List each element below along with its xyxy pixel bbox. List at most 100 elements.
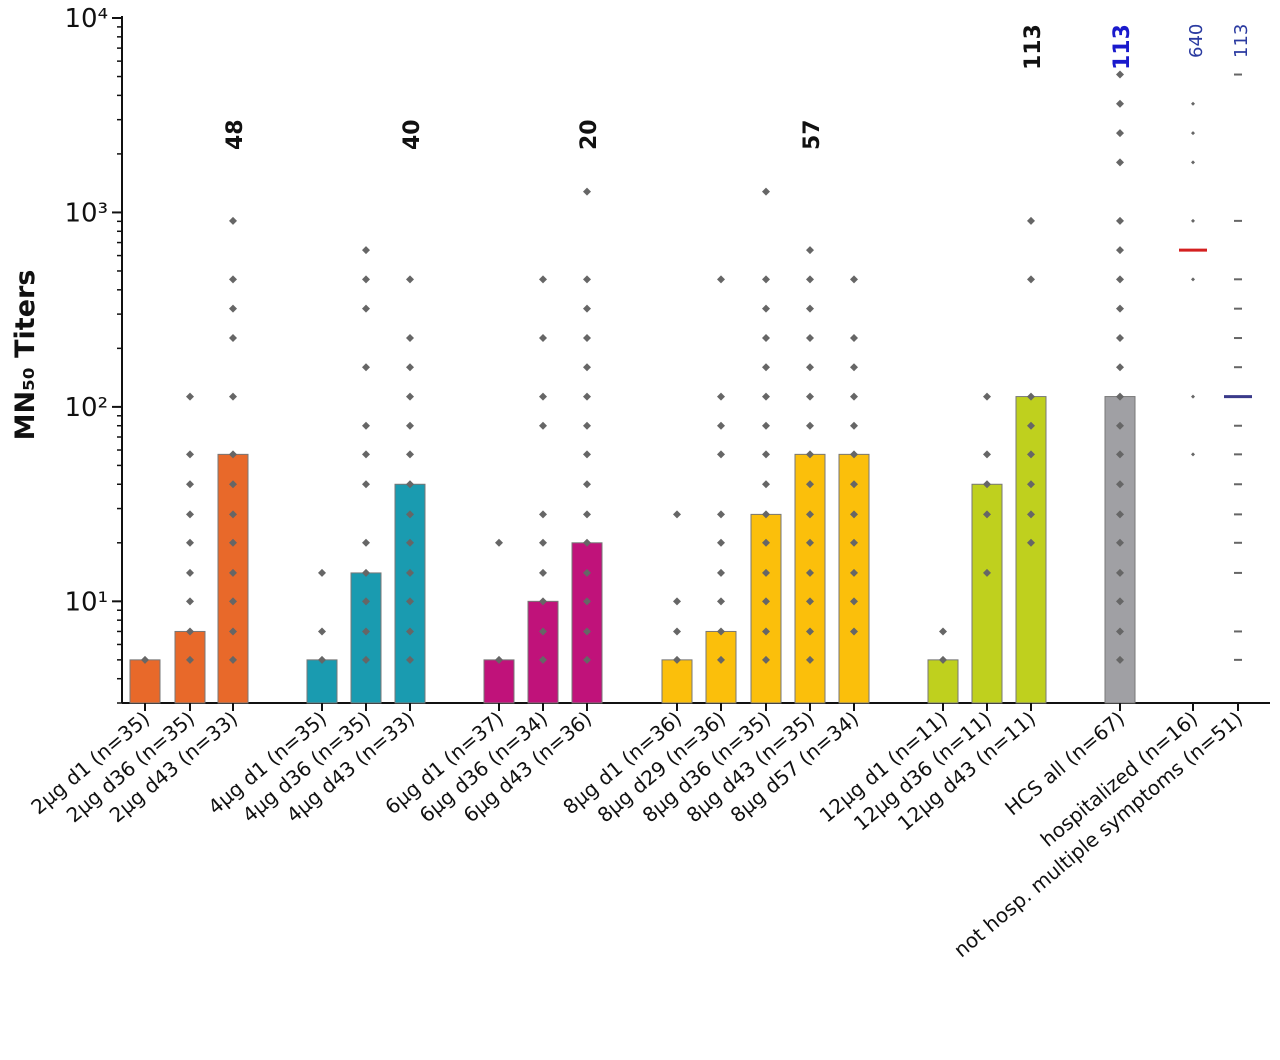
data-point	[229, 510, 237, 519]
data-point	[717, 275, 725, 284]
data-point	[362, 538, 370, 547]
data-point	[762, 627, 770, 636]
annotation: 48	[223, 119, 248, 150]
data-point	[406, 597, 414, 606]
data-point	[229, 275, 237, 284]
data-point	[806, 246, 814, 255]
y-tick-label: 10³	[64, 198, 108, 228]
data-point	[1027, 538, 1035, 547]
data-point	[539, 421, 547, 430]
data-point	[186, 538, 194, 547]
data-point	[362, 568, 370, 577]
data-point	[539, 597, 547, 606]
data-point	[1191, 218, 1195, 223]
data-point	[983, 392, 991, 401]
data-point	[362, 597, 370, 606]
data-point	[806, 510, 814, 519]
data-point	[673, 627, 681, 636]
data-point	[495, 538, 503, 547]
data-point	[229, 216, 237, 225]
data-point	[406, 655, 414, 664]
data-point	[583, 421, 591, 430]
data-point	[583, 538, 591, 547]
data-point	[673, 510, 681, 519]
data-point	[850, 597, 858, 606]
data-point	[583, 627, 591, 636]
data-point	[406, 363, 414, 372]
data-point	[717, 538, 725, 547]
data-point	[539, 392, 547, 401]
data-point	[583, 334, 591, 343]
data-point	[406, 510, 414, 519]
data-point	[229, 334, 237, 343]
data-point	[717, 655, 725, 664]
data-point	[362, 655, 370, 664]
y-tick-label: 10⁴	[64, 4, 108, 34]
data-point	[1116, 627, 1124, 636]
data-point	[762, 421, 770, 430]
data-point	[1027, 216, 1035, 225]
data-point	[717, 568, 725, 577]
data-point	[186, 480, 194, 489]
data-point	[717, 597, 725, 606]
data-point	[806, 304, 814, 313]
data-point	[762, 450, 770, 459]
data-point	[406, 275, 414, 284]
bar	[971, 483, 1003, 704]
data-point	[1116, 480, 1124, 489]
data-point	[717, 510, 725, 519]
data-point	[850, 450, 858, 459]
data-point	[406, 421, 414, 430]
data-point	[850, 568, 858, 577]
data-point	[1191, 101, 1195, 106]
data-point	[539, 568, 547, 577]
data-point	[583, 363, 591, 372]
data-point	[806, 421, 814, 430]
data-point	[583, 450, 591, 459]
annotation: 20	[577, 119, 602, 150]
data-point	[186, 450, 194, 459]
data-point	[1116, 538, 1124, 547]
data-point	[362, 304, 370, 313]
data-point	[762, 334, 770, 343]
bar	[794, 453, 826, 704]
annotation: 40	[400, 119, 425, 150]
data-point	[1027, 480, 1035, 489]
data-point	[1191, 277, 1195, 282]
data-point	[762, 304, 770, 313]
data-point	[583, 655, 591, 664]
data-point	[762, 187, 770, 196]
data-point	[1027, 392, 1035, 401]
data-point	[717, 421, 725, 430]
data-point	[1116, 363, 1124, 372]
data-point	[362, 246, 370, 255]
data-point	[1116, 129, 1124, 138]
data-point	[362, 450, 370, 459]
data-point	[939, 627, 947, 636]
data-point	[983, 510, 991, 519]
annotation: 113	[1110, 24, 1135, 70]
data-point	[850, 363, 858, 372]
data-point	[1027, 275, 1035, 284]
data-point	[229, 538, 237, 547]
bar	[571, 542, 603, 704]
data-point	[539, 510, 547, 519]
data-point	[1116, 304, 1124, 313]
bar	[661, 659, 693, 704]
data-point	[1116, 421, 1124, 430]
data-point	[406, 334, 414, 343]
data-point	[362, 627, 370, 636]
data-point	[583, 510, 591, 519]
data-point	[850, 510, 858, 519]
data-point	[762, 363, 770, 372]
data-point	[762, 568, 770, 577]
data-point	[983, 450, 991, 459]
data-point	[806, 334, 814, 343]
data-point	[583, 392, 591, 401]
data-point	[539, 538, 547, 547]
y-tick-label: 10¹	[64, 587, 108, 617]
data-point	[806, 597, 814, 606]
annotation: 113	[1021, 24, 1046, 70]
data-point	[583, 304, 591, 313]
data-point	[1116, 158, 1124, 167]
